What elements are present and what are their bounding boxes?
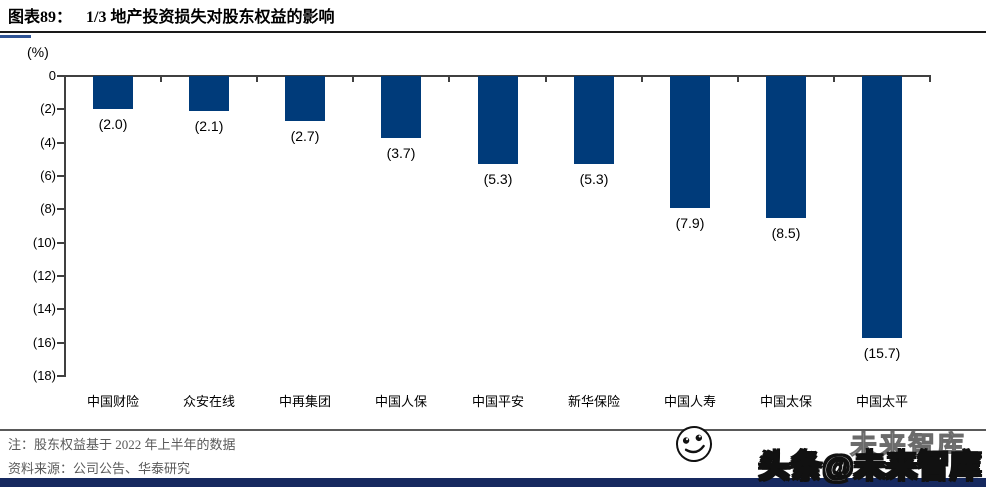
y-axis-tick bbox=[57, 375, 65, 377]
y-axis-tick bbox=[57, 341, 65, 344]
bar bbox=[189, 76, 229, 111]
chart-header: 图表89： 1/3 地产投资损失对股东权益的影响 bbox=[8, 6, 978, 30]
chart-note: 注：股东权益基于 2022 年上半年的数据 bbox=[8, 437, 236, 452]
bar-value-label: (2.7) bbox=[290, 128, 320, 144]
footer-accent-bar bbox=[0, 478, 986, 487]
bar bbox=[478, 76, 518, 164]
y-axis-tick bbox=[57, 241, 65, 244]
title-accent-bar bbox=[0, 35, 31, 38]
x-axis-category-label: 中国太平 bbox=[855, 394, 908, 409]
bar bbox=[670, 76, 710, 208]
y-axis-tick bbox=[57, 275, 65, 277]
x-axis-category-label: 中再集团 bbox=[278, 394, 331, 409]
y-axis-line bbox=[64, 75, 66, 377]
y-axis-tick-label: (14) bbox=[32, 301, 56, 317]
x-axis-tick bbox=[544, 77, 547, 82]
bar-value-label: (15.7) bbox=[863, 345, 901, 361]
y-axis-tick bbox=[57, 141, 65, 144]
x-axis-category-label: 中国太保 bbox=[759, 394, 812, 409]
y-axis-tick-label: (2) bbox=[40, 101, 56, 117]
x-axis-tick bbox=[160, 77, 163, 82]
y-axis-tick-label: (12) bbox=[32, 268, 56, 283]
chart-title: 1/3 地产投资损失对股东权益的影响 bbox=[86, 9, 335, 26]
x-axis-category-label: 中国人保 bbox=[374, 394, 427, 409]
x-axis-category-label: 新华保险 bbox=[567, 394, 620, 409]
x-axis-tick bbox=[640, 77, 643, 82]
bar bbox=[766, 76, 806, 218]
bar-value-label: (8.5) bbox=[771, 225, 801, 241]
notes-separator-line bbox=[0, 429, 986, 431]
bar-value-label: (7.9) bbox=[675, 215, 705, 231]
y-axis-tick-label: (18) bbox=[32, 368, 56, 383]
bar-value-label: (5.3) bbox=[579, 171, 609, 187]
y-axis-tick-label: (6) bbox=[40, 168, 56, 183]
y-axis-tick-label: (8) bbox=[40, 201, 56, 217]
bar bbox=[93, 76, 133, 109]
bar bbox=[862, 76, 902, 338]
figure-number-label: 图表89： bbox=[8, 9, 73, 26]
y-axis-tick bbox=[57, 308, 65, 311]
y-axis-tick-label: (16) bbox=[32, 334, 56, 350]
y-axis-tick bbox=[57, 75, 65, 77]
bar bbox=[574, 76, 614, 164]
x-axis-tick bbox=[832, 77, 835, 82]
x-axis-tick bbox=[256, 77, 259, 82]
bar-chart: (%) 0 (2) (4) (6) (8) (10) (12) (14) (16) (18) (2.… bbox=[27, 44, 931, 409]
bar-value-label: (5.3) bbox=[483, 171, 513, 187]
x-axis-category-label: 中国财险 bbox=[86, 394, 139, 409]
x-axis-tick bbox=[448, 77, 451, 82]
y-axis-unit-label: (%) bbox=[27, 44, 49, 60]
bar bbox=[285, 76, 325, 121]
bar-value-label: (2.1) bbox=[194, 118, 224, 134]
x-axis-tick bbox=[736, 77, 739, 82]
x-axis-tick bbox=[929, 77, 931, 82]
y-axis-tick bbox=[57, 175, 65, 177]
x-axis-category-label: 中国人寿 bbox=[663, 394, 716, 409]
x-axis-category-label: 中国平安 bbox=[471, 394, 524, 409]
y-axis-tick-label: (10) bbox=[32, 234, 56, 250]
bar bbox=[381, 76, 421, 138]
y-axis-tick-label: (4) bbox=[40, 134, 56, 150]
bar-value-label: (3.7) bbox=[386, 145, 416, 161]
chart-source: 资料来源：公司公告、华泰研究 bbox=[8, 461, 191, 476]
y-axis-tick-label: 0 bbox=[48, 68, 56, 83]
x-axis-tick bbox=[352, 77, 355, 82]
bar-value-label: (2.0) bbox=[98, 116, 128, 132]
x-axis-category-label: 众安在线 bbox=[182, 394, 235, 409]
title-underline bbox=[0, 31, 986, 33]
y-axis-tick bbox=[57, 208, 65, 211]
y-axis-tick bbox=[57, 108, 65, 111]
